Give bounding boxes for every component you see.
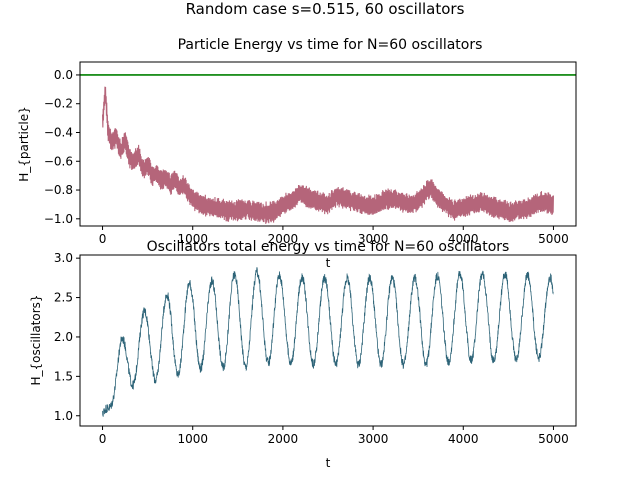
particle-energy-series-line bbox=[102, 86, 554, 224]
x-tick-label: 3000 bbox=[358, 432, 389, 446]
y-tick-label: 1.0 bbox=[54, 409, 73, 423]
oscillators-ticks: 0 1000 2000 3000 4000 5000 1.0 1.5 2.0 2.5 3.0 bbox=[54, 251, 569, 446]
x-tick-label: 2000 bbox=[268, 232, 299, 246]
y-tick-label: −0.4 bbox=[44, 125, 73, 139]
particle-chart-title: Particle Energy vs time for N=60 oscilla… bbox=[178, 37, 483, 53]
oscillators-energy-series-line bbox=[102, 267, 554, 417]
particle-plot-area bbox=[80, 74, 576, 224]
x-tick-label: 4000 bbox=[448, 432, 479, 446]
y-tick-label: −0.8 bbox=[44, 183, 73, 197]
x-tick-label: 0 bbox=[99, 432, 107, 446]
particle-axes-frame bbox=[79, 61, 577, 227]
x-tick-label: 5000 bbox=[538, 432, 569, 446]
particle-x-axis-label: t bbox=[326, 256, 331, 270]
y-tick-label: 1.5 bbox=[54, 369, 73, 383]
x-tick-label: 1000 bbox=[177, 432, 208, 446]
y-tick-label: −0.2 bbox=[44, 97, 73, 111]
y-tick-label: 3.0 bbox=[54, 251, 73, 265]
oscillators-plot-area bbox=[102, 267, 554, 417]
x-tick-label: 0 bbox=[99, 232, 107, 246]
oscillators-y-axis-label: H_{oscillators} bbox=[29, 294, 43, 385]
x-tick-label: 4000 bbox=[448, 232, 479, 246]
oscillators-chart-title: Oscillators total energy vs time for N=6… bbox=[147, 239, 510, 255]
particle-y-axis-label: H_{particle} bbox=[17, 106, 31, 182]
oscillators-x-axis-label: t bbox=[326, 456, 331, 470]
y-tick-label: 0.0 bbox=[54, 68, 73, 82]
chart-oscillators-energy: 0 1000 2000 3000 4000 5000 1.0 1.5 2.0 2.5 3.0 Osc… bbox=[29, 239, 577, 470]
y-tick-label: 2.5 bbox=[54, 291, 73, 305]
particle-ticks: 0 1000 2000 3000 4000 5000 0.0 −0.2 −0.4 −0.6 −0.8… bbox=[44, 68, 569, 246]
y-tick-label: 2.0 bbox=[54, 330, 73, 344]
x-tick-label: 2000 bbox=[268, 432, 299, 446]
x-tick-label: 5000 bbox=[538, 232, 569, 246]
oscillators-axes-frame bbox=[79, 254, 577, 427]
y-tick-label: −1.0 bbox=[44, 212, 73, 226]
x-tick-label: 1000 bbox=[177, 232, 208, 246]
chart-particle-energy: 0 1000 2000 3000 4000 5000 0.0 −0.2 −0.4 −0.6 −0.8… bbox=[17, 37, 577, 270]
figure-suptitle: Random case s=0.515, 60 oscillators bbox=[186, 0, 465, 18]
y-tick-label: −0.6 bbox=[44, 154, 73, 168]
x-tick-label: 3000 bbox=[358, 232, 389, 246]
